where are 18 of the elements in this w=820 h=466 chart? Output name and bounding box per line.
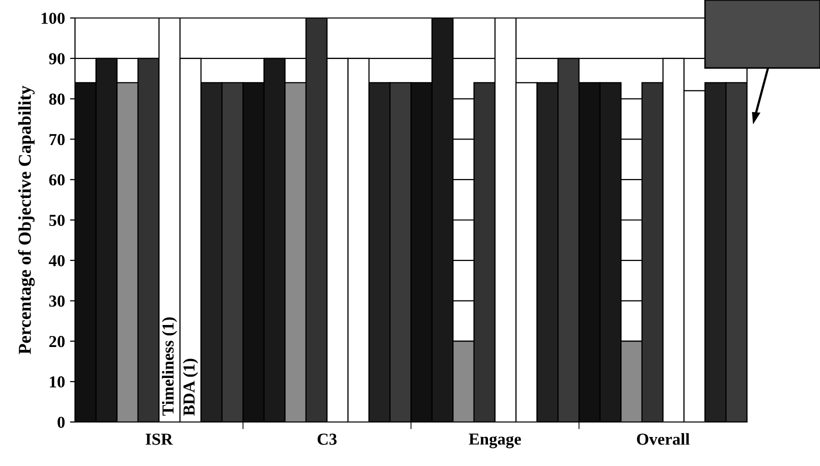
y-tick-label: 10 bbox=[50, 376, 65, 388]
x-tick-label: Engage bbox=[468, 434, 521, 448]
y-tick-label: 80 bbox=[49, 94, 65, 105]
series-label: Timeliness (1) bbox=[162, 317, 178, 416]
y-tick-label: 100 bbox=[42, 12, 65, 24]
y-tick-label: 40 bbox=[48, 255, 65, 266]
y-tick-label: 60 bbox=[49, 174, 65, 186]
x-tick-label: Overall bbox=[636, 433, 690, 445]
x-tick-label: ISR bbox=[146, 434, 174, 445]
y-tick-label: 30 bbox=[49, 296, 65, 307]
y-tick-label: 20 bbox=[49, 336, 65, 348]
x-tick-label: C3 bbox=[318, 434, 337, 445]
y-tick-label: 0 bbox=[58, 416, 65, 428]
y-tick-label: 50 bbox=[49, 214, 65, 226]
y-tick-label: 90 bbox=[49, 53, 65, 64]
y-tick-label: 70 bbox=[50, 134, 65, 146]
y-axis-title: Percentage of Objective Capability bbox=[18, 86, 35, 354]
series-label: BDA (1) bbox=[182, 358, 198, 416]
